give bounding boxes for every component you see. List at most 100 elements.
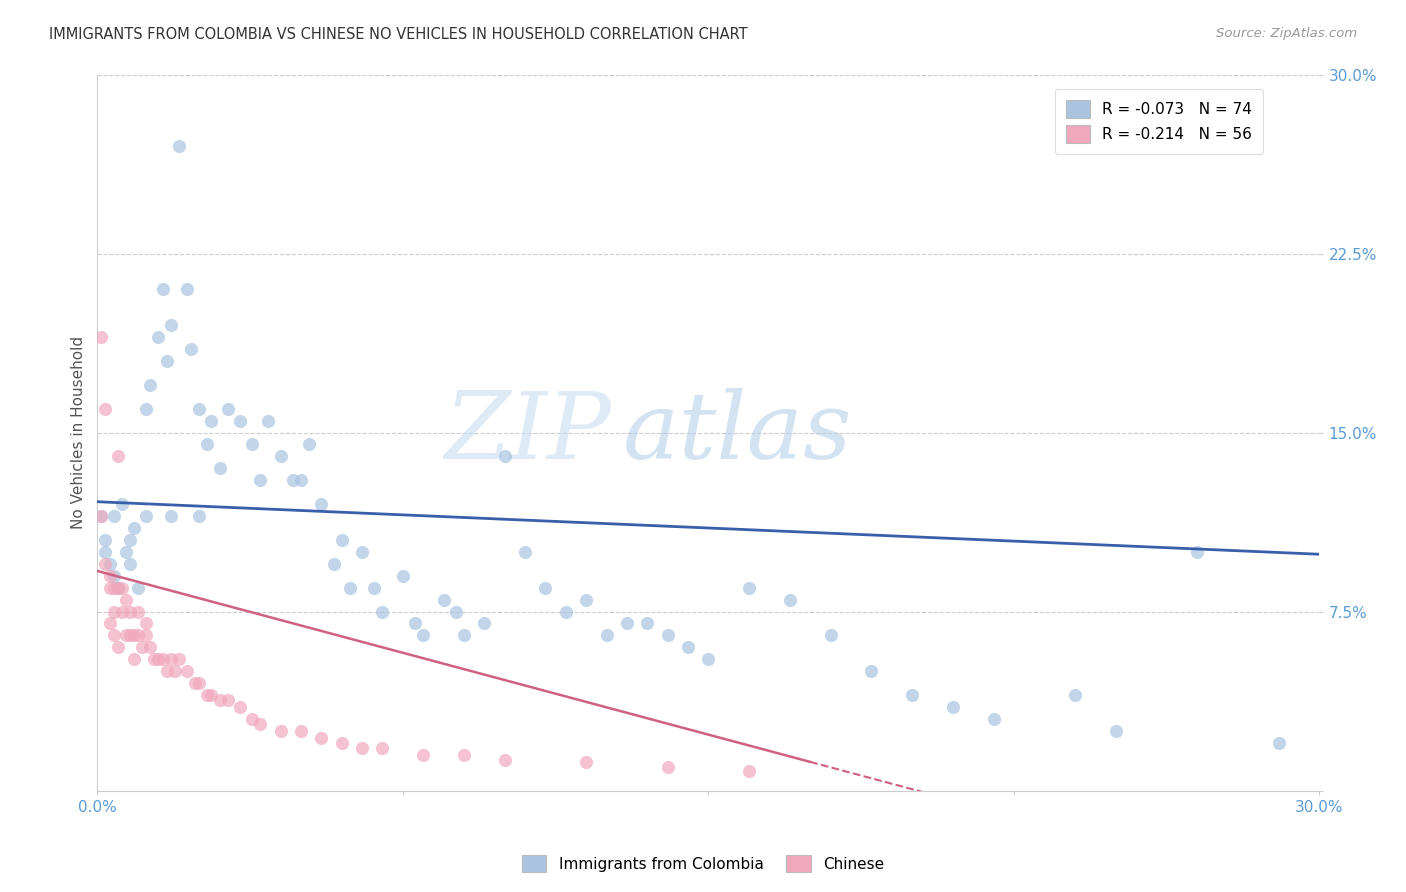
Point — [107, 640, 129, 655]
Point — [779, 592, 801, 607]
Point — [152, 652, 174, 666]
Point — [135, 616, 157, 631]
Y-axis label: No Vehicles in Household: No Vehicles in Household — [72, 336, 86, 529]
Point — [901, 688, 924, 702]
Point — [1105, 723, 1128, 738]
Point — [118, 557, 141, 571]
Point — [94, 545, 117, 559]
Point — [111, 605, 134, 619]
Point — [412, 628, 434, 642]
Point — [738, 581, 761, 595]
Point — [115, 592, 138, 607]
Point — [290, 473, 312, 487]
Point — [575, 755, 598, 769]
Point — [240, 437, 263, 451]
Point — [118, 628, 141, 642]
Point — [103, 628, 125, 642]
Point — [135, 509, 157, 524]
Point — [371, 605, 394, 619]
Point — [534, 581, 557, 595]
Point — [494, 752, 516, 766]
Point — [249, 716, 271, 731]
Point — [311, 731, 333, 745]
Point — [115, 545, 138, 559]
Point — [135, 401, 157, 416]
Point — [98, 557, 121, 571]
Point — [188, 401, 211, 416]
Point — [107, 450, 129, 464]
Point — [494, 450, 516, 464]
Point — [942, 700, 965, 714]
Point — [453, 628, 475, 642]
Point — [229, 414, 252, 428]
Point — [595, 628, 617, 642]
Point — [352, 545, 374, 559]
Point — [139, 377, 162, 392]
Text: ZIP: ZIP — [444, 387, 610, 477]
Point — [217, 401, 239, 416]
Point — [200, 414, 222, 428]
Point — [200, 688, 222, 702]
Point — [94, 533, 117, 547]
Point — [98, 568, 121, 582]
Point — [453, 747, 475, 762]
Point — [176, 282, 198, 296]
Point — [111, 497, 134, 511]
Point — [392, 568, 415, 582]
Point — [167, 652, 190, 666]
Point — [257, 414, 280, 428]
Point — [103, 568, 125, 582]
Point — [404, 616, 426, 631]
Point — [229, 700, 252, 714]
Point — [127, 581, 149, 595]
Point — [983, 712, 1005, 726]
Point — [163, 664, 186, 678]
Point — [131, 640, 153, 655]
Point — [554, 605, 576, 619]
Point — [98, 581, 121, 595]
Point — [118, 533, 141, 547]
Point — [148, 652, 170, 666]
Point — [148, 330, 170, 344]
Point — [433, 592, 456, 607]
Point — [111, 581, 134, 595]
Point — [159, 509, 181, 524]
Point — [371, 740, 394, 755]
Point — [195, 688, 218, 702]
Point — [127, 628, 149, 642]
Text: IMMIGRANTS FROM COLOMBIA VS CHINESE NO VEHICLES IN HOUSEHOLD CORRELATION CHART: IMMIGRANTS FROM COLOMBIA VS CHINESE NO V… — [49, 27, 748, 42]
Point — [188, 509, 211, 524]
Point — [636, 616, 658, 631]
Point — [281, 473, 304, 487]
Point — [188, 676, 211, 690]
Point — [167, 139, 190, 153]
Point — [155, 664, 177, 678]
Point — [339, 581, 361, 595]
Point — [94, 557, 117, 571]
Point — [1267, 736, 1289, 750]
Point — [90, 509, 112, 524]
Point — [352, 740, 374, 755]
Point — [115, 628, 138, 642]
Point — [94, 401, 117, 416]
Text: atlas: atlas — [623, 387, 852, 477]
Point — [1064, 688, 1087, 702]
Point — [657, 628, 679, 642]
Point — [290, 723, 312, 738]
Point — [860, 664, 883, 678]
Point — [103, 581, 125, 595]
Point — [155, 354, 177, 368]
Point — [676, 640, 699, 655]
Point — [159, 318, 181, 332]
Point — [738, 764, 761, 779]
Point — [122, 652, 145, 666]
Point — [270, 723, 292, 738]
Point — [330, 736, 353, 750]
Point — [152, 282, 174, 296]
Point — [657, 759, 679, 773]
Point — [107, 581, 129, 595]
Point — [217, 693, 239, 707]
Point — [412, 747, 434, 762]
Point — [311, 497, 333, 511]
Point — [322, 557, 344, 571]
